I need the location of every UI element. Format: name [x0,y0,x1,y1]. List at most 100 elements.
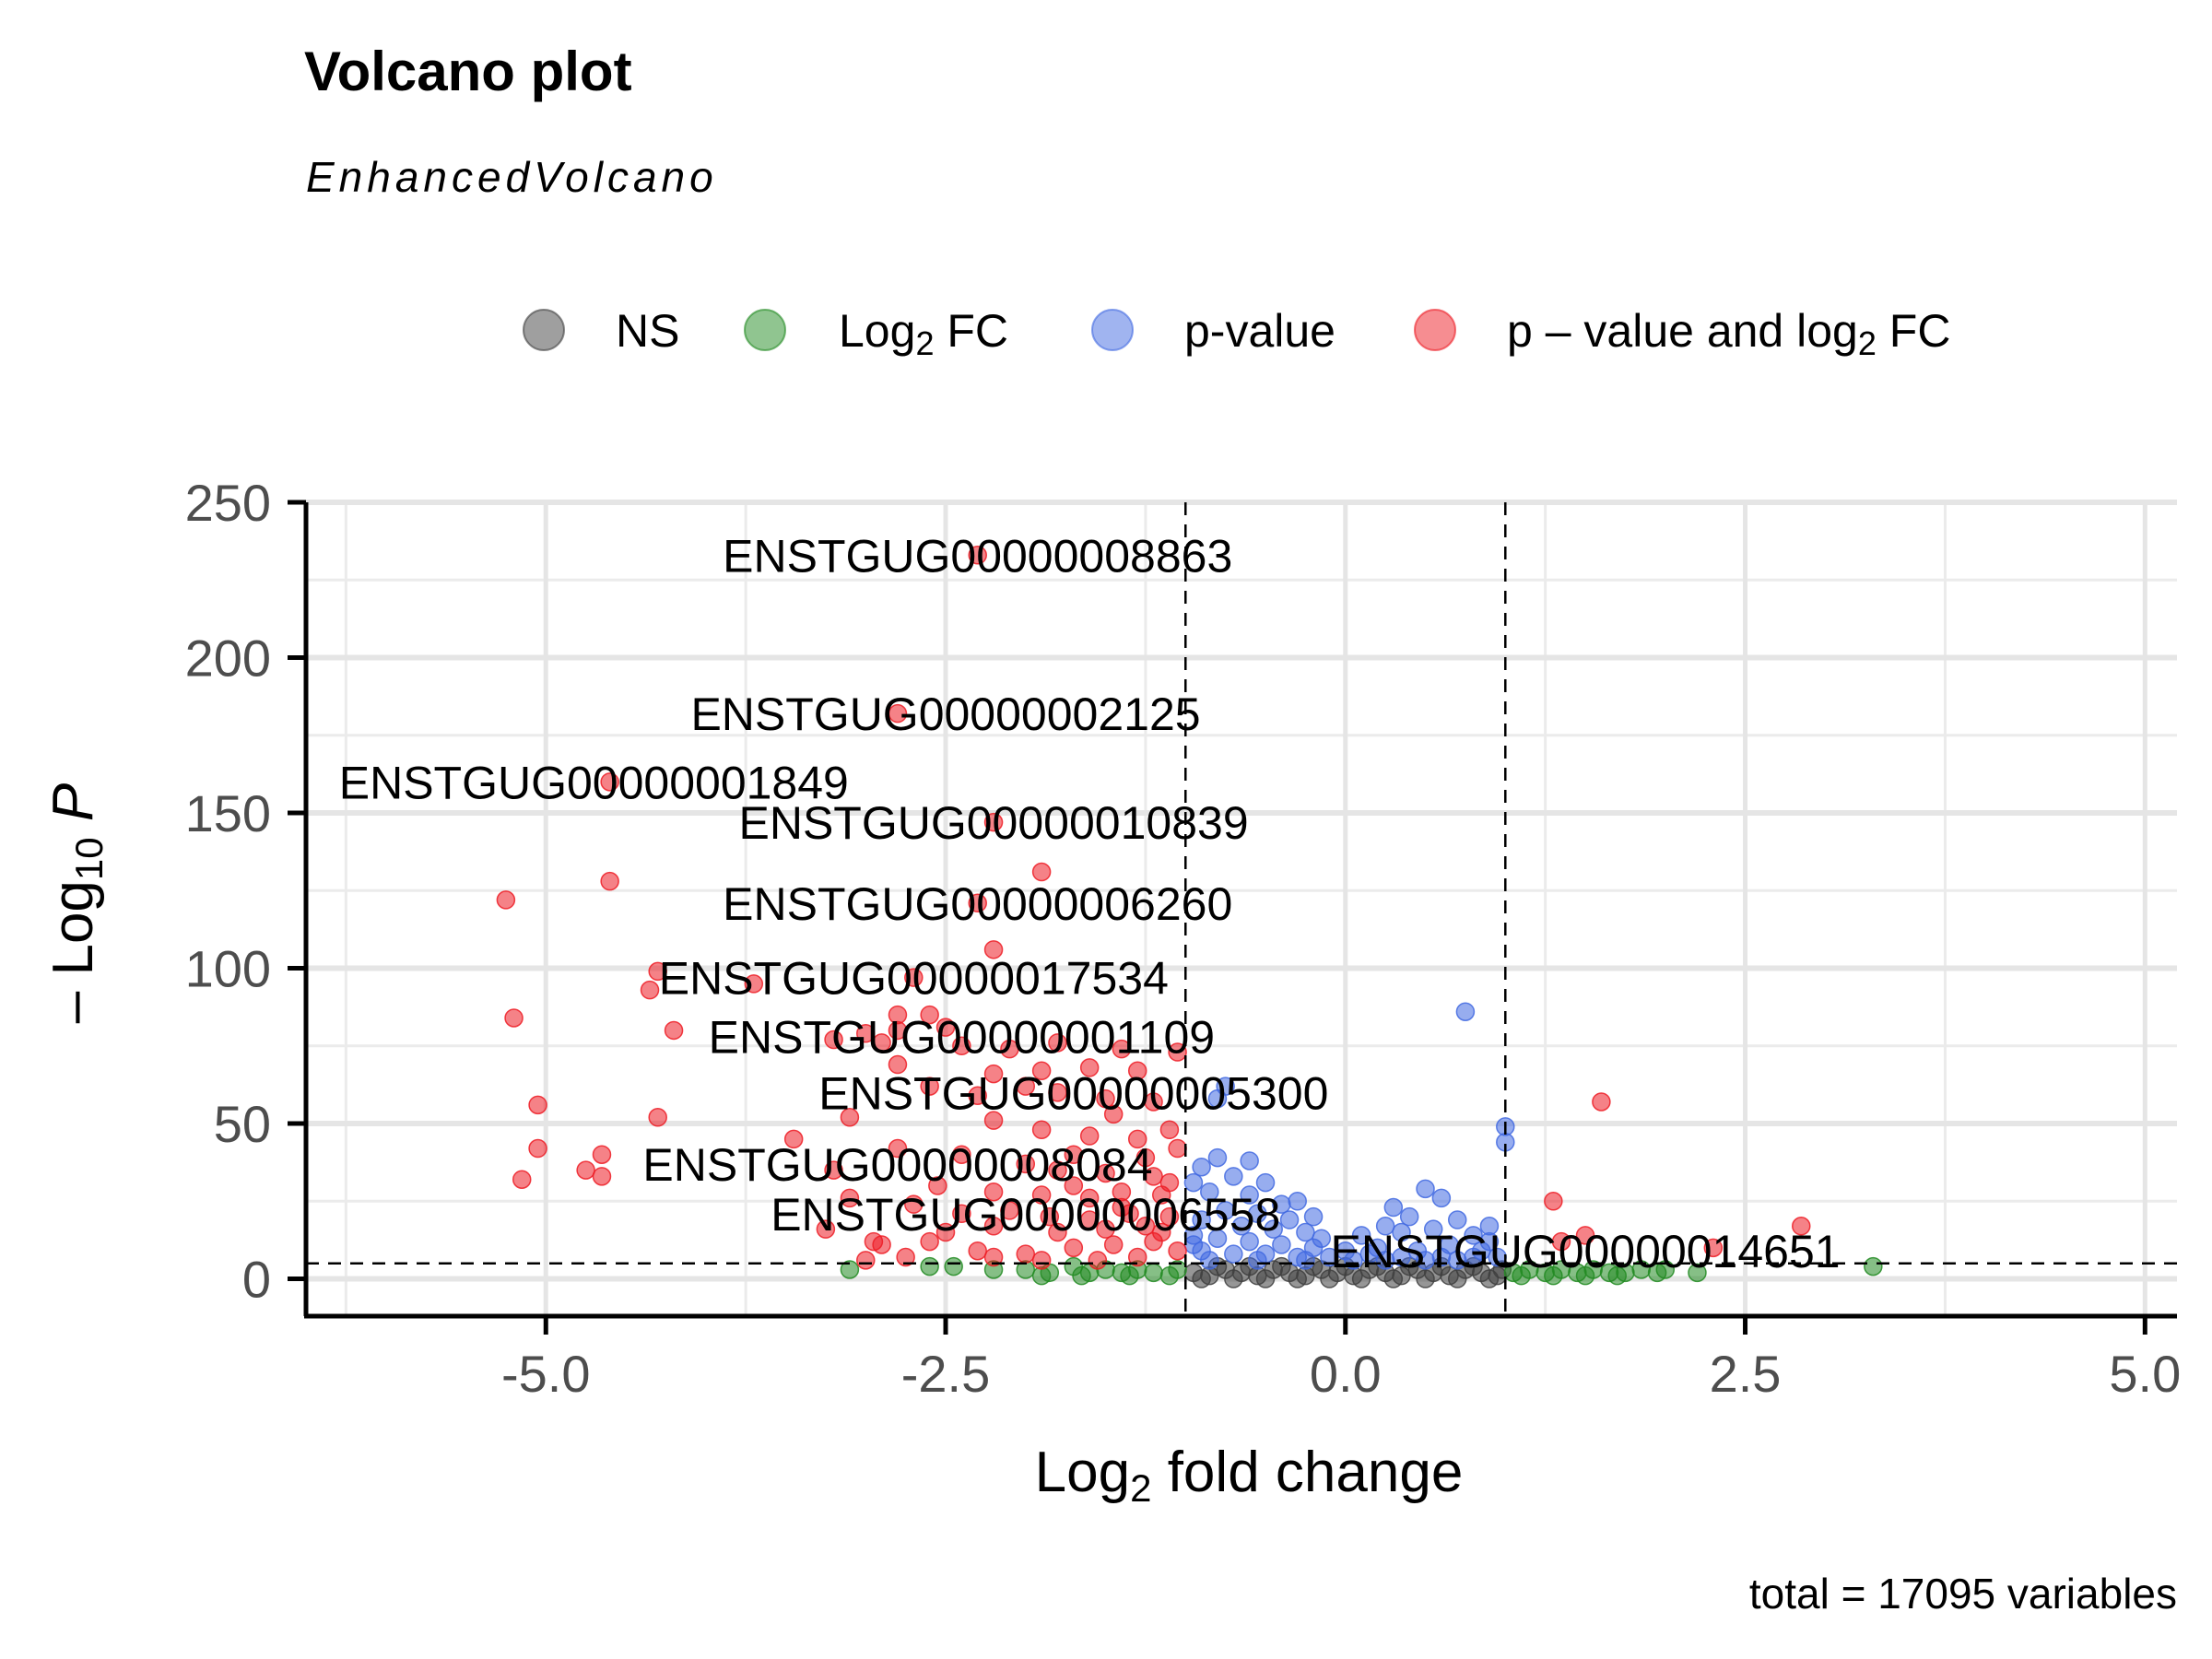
point-p [1255,1172,1276,1193]
y-tick-label: 100 [185,940,271,998]
point-fcp [496,890,516,910]
point-p [1423,1219,1443,1239]
point-p [1312,1229,1332,1248]
point-ns [1383,1269,1404,1288]
point-fcp [920,1077,939,1096]
point-p [1279,1210,1300,1230]
point-fcp [968,1086,987,1105]
point-p [1231,1217,1252,1236]
point-p [1296,1251,1315,1270]
point-fcp [1144,1092,1163,1112]
point-p [1200,1182,1219,1202]
point-fcp [528,1095,547,1115]
point-p [1431,1188,1452,1208]
point-ns [1479,1269,1500,1288]
point-ns [1447,1269,1467,1288]
point-fc [1512,1265,1531,1286]
gene-label: ENSTGUG00000006558 [771,1189,1280,1241]
point-fcp [1112,1039,1132,1059]
point-fcp [983,1247,1004,1267]
gene-label: ENSTGUG00000008084 [642,1139,1152,1191]
point-fcp [888,1138,908,1159]
point-fc [1575,1265,1595,1286]
point-fcp [1000,1039,1019,1059]
legend-label-ns: NS [616,305,679,357]
point-fcp [1016,1244,1036,1264]
point-fcp [1151,1185,1171,1205]
point-fc [1072,1265,1091,1286]
point-fcp [983,1182,1004,1202]
point-fcp [888,1020,908,1041]
point-p [1479,1217,1500,1236]
point-p [1392,1222,1411,1242]
point-fcp [1048,1083,1067,1102]
point-fcp [904,1194,924,1214]
point-fcp [1103,1235,1124,1254]
point-fcp [1792,1217,1811,1236]
point-fc [840,1260,860,1279]
point-fcp [983,940,1004,959]
point-fcp [1079,1188,1100,1208]
point-p [1383,1197,1404,1218]
cutoff-lines [306,502,2177,1316]
point-fcp [1088,1251,1108,1270]
gene-label: ENSTGUG00000001109 [709,1012,1215,1064]
point-fcp [1575,1226,1595,1245]
point-fcp [648,1108,667,1127]
point-fcp [1103,1104,1124,1124]
gene-labels: ENSTGUG00000008863 ENSTGUG00000002125 ENST… [339,530,1841,1277]
point-fc [920,1256,939,1277]
point-p [1303,1206,1324,1227]
point-p [1207,1147,1228,1168]
point-p [1344,1251,1363,1270]
point-p [1399,1206,1419,1227]
y-tick-label: 150 [185,784,271,842]
chart-title: Volcano plot [304,41,632,102]
caption: total = 17095 variables [1749,1570,2177,1618]
point-fcp [1135,1217,1156,1236]
point-fcp [512,1170,532,1189]
point-fcp [1551,1231,1571,1252]
point-fcp [1031,862,1052,882]
gene-label: ENSTGUG00000002125 [690,688,1200,740]
point-p [1224,1244,1243,1264]
point-ns [1255,1269,1276,1288]
point-fc [944,1256,963,1277]
legend-label-p: p-value [1184,305,1335,357]
point-p [1192,1210,1211,1230]
point-fcp [1127,1247,1147,1267]
point-p [1272,1235,1291,1254]
point-fcp [968,1241,987,1261]
point-fcp [983,1064,1004,1084]
point-fcp [1168,1138,1187,1159]
point-fcp [1064,1238,1084,1258]
point-fcp [935,1018,956,1037]
legend-marker-fc [744,309,786,351]
point-p [1447,1251,1467,1270]
point-fcp [824,1030,843,1050]
point-fcp [952,1036,971,1056]
legend-marker-p [1091,309,1134,351]
gene-label: ENSTGUG00000017534 [659,953,1169,1005]
point-fc [1607,1265,1627,1286]
plot-panel: ENSTGUG00000008863 ENSTGUG00000002125 ENST… [306,500,2177,1316]
point-fc [1688,1263,1707,1283]
point-fcp [896,1247,915,1267]
point-fcp [872,1235,891,1254]
point-fcp [1127,1061,1147,1081]
point-fcp [1159,1206,1180,1227]
point-p [1183,1172,1204,1193]
point-fcp [640,980,660,1000]
point-fcp [1703,1238,1724,1258]
point-fcp [1016,1154,1036,1174]
point-p [1248,1204,1267,1224]
point-fcp [856,1251,876,1270]
y-tick-label: 200 [185,629,271,688]
y-axis-title: – Log10 P [41,783,111,1023]
point-fcp [968,546,987,565]
gene-label: ENSTGUG00000005300 [818,1067,1328,1119]
point-fcp [1592,1092,1611,1112]
point-fcp [888,703,908,724]
point-fcp [856,1024,876,1043]
point-fcp [592,1145,612,1164]
